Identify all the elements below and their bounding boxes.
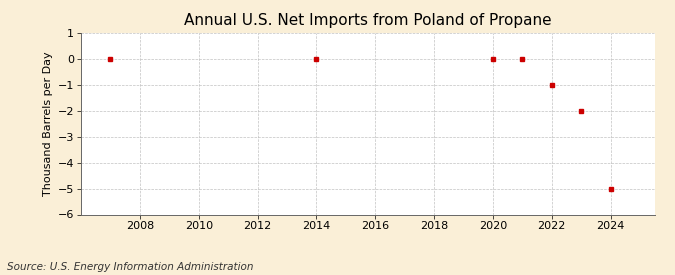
- Text: Source: U.S. Energy Information Administration: Source: U.S. Energy Information Administ…: [7, 262, 253, 272]
- Title: Annual U.S. Net Imports from Poland of Propane: Annual U.S. Net Imports from Poland of P…: [184, 13, 551, 28]
- Y-axis label: Thousand Barrels per Day: Thousand Barrels per Day: [43, 51, 53, 196]
